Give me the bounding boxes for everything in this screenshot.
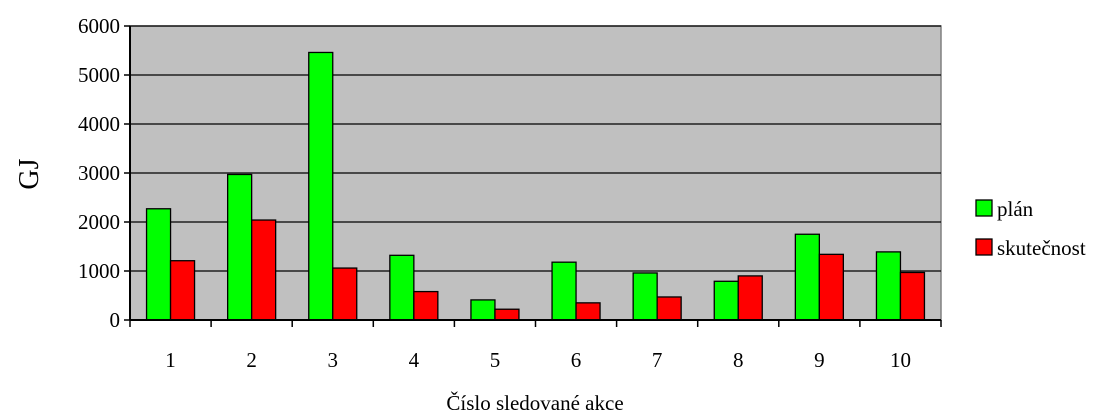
legend-swatch	[975, 199, 993, 217]
x-tick-label: 8	[733, 348, 744, 372]
x-tick-label: 10	[890, 348, 911, 372]
bar-actual	[250, 219, 277, 321]
x-tick-label: 9	[814, 348, 825, 372]
x-tick-label: 7	[652, 348, 663, 372]
bars	[145, 51, 926, 321]
bar-actual	[737, 275, 763, 321]
x-tick-label: 4	[409, 348, 420, 372]
bar-plan	[794, 233, 820, 321]
bar-actual	[169, 260, 196, 321]
x-tick-label: 1	[165, 348, 176, 372]
y-tick-label: 0	[110, 308, 121, 332]
legend: plán skutečnost	[975, 197, 1086, 260]
y-axis-ticks: 0 1000 2000 3000 4000 5000 6000	[78, 14, 130, 332]
bar-actual	[494, 308, 520, 321]
y-tick-label: 3000	[78, 161, 120, 185]
bar-plan	[713, 280, 739, 321]
bar-plan	[632, 272, 658, 321]
legend-label: skutečnost	[997, 236, 1086, 260]
bar-actual	[413, 290, 439, 321]
bar-plan	[389, 254, 415, 321]
legend-label: plán	[997, 197, 1034, 221]
y-tick-label: 6000	[78, 14, 120, 38]
y-axis-title: GJ	[14, 158, 45, 189]
bar-plan	[551, 261, 577, 321]
x-tick-label: 5	[490, 348, 501, 372]
bar-actual	[818, 253, 844, 321]
bar-actual	[899, 271, 926, 321]
x-axis-title: Číslo sledované akce	[446, 391, 623, 415]
bar-plan	[145, 208, 172, 321]
bar-plan	[875, 251, 902, 321]
x-tick-label: 6	[571, 348, 582, 372]
bar-plan	[470, 299, 496, 321]
x-axis-ticks: 1 2 3 4 5 6 7 8 9 10	[129, 320, 942, 372]
x-tick-label: 3	[328, 348, 339, 372]
y-tick-label: 1000	[78, 259, 120, 283]
bar-plan	[226, 173, 253, 321]
y-tick-label: 4000	[78, 112, 120, 136]
bar-actual	[332, 267, 358, 321]
y-tick-label: 2000	[78, 210, 120, 234]
y-tick-label: 5000	[78, 63, 120, 87]
bar-actual	[656, 296, 682, 321]
x-tick-label: 2	[246, 348, 257, 372]
bar-plan	[308, 51, 334, 321]
legend-swatch	[975, 238, 993, 256]
bar-actual	[575, 302, 601, 321]
